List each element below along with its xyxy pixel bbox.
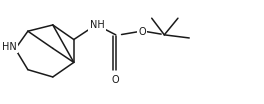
Text: HN: HN [2, 42, 16, 52]
Text: NH: NH [90, 20, 105, 30]
Text: O: O [112, 75, 120, 85]
Text: O: O [138, 27, 146, 37]
